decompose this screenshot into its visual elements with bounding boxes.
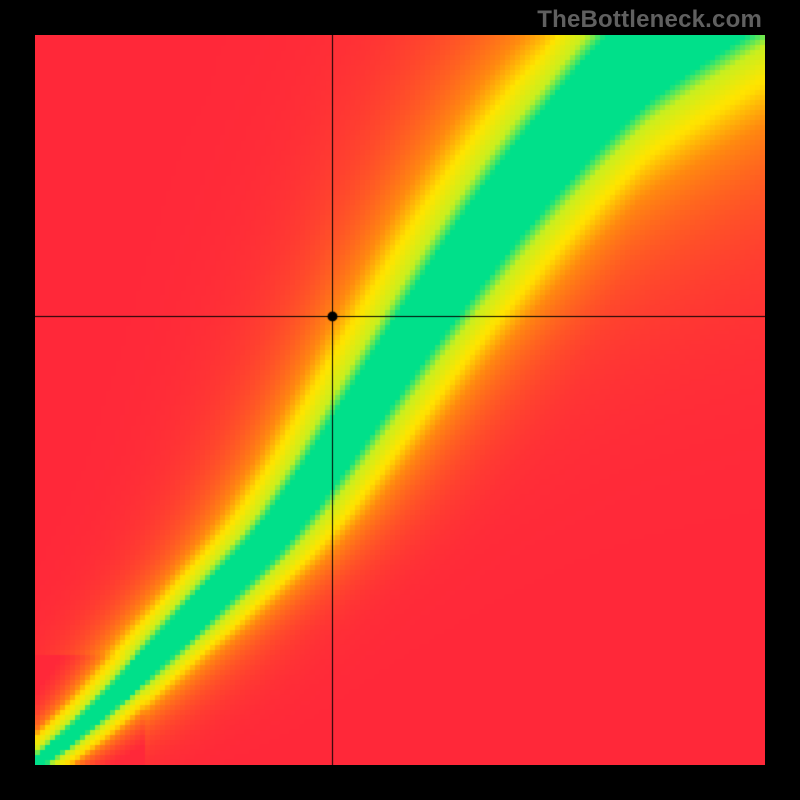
frame-border-right [765,0,800,800]
bottleneck-heatmap [35,35,765,765]
watermark-text: TheBottleneck.com [537,6,762,34]
frame-border-left [0,0,35,800]
frame-border-bottom [0,765,800,800]
